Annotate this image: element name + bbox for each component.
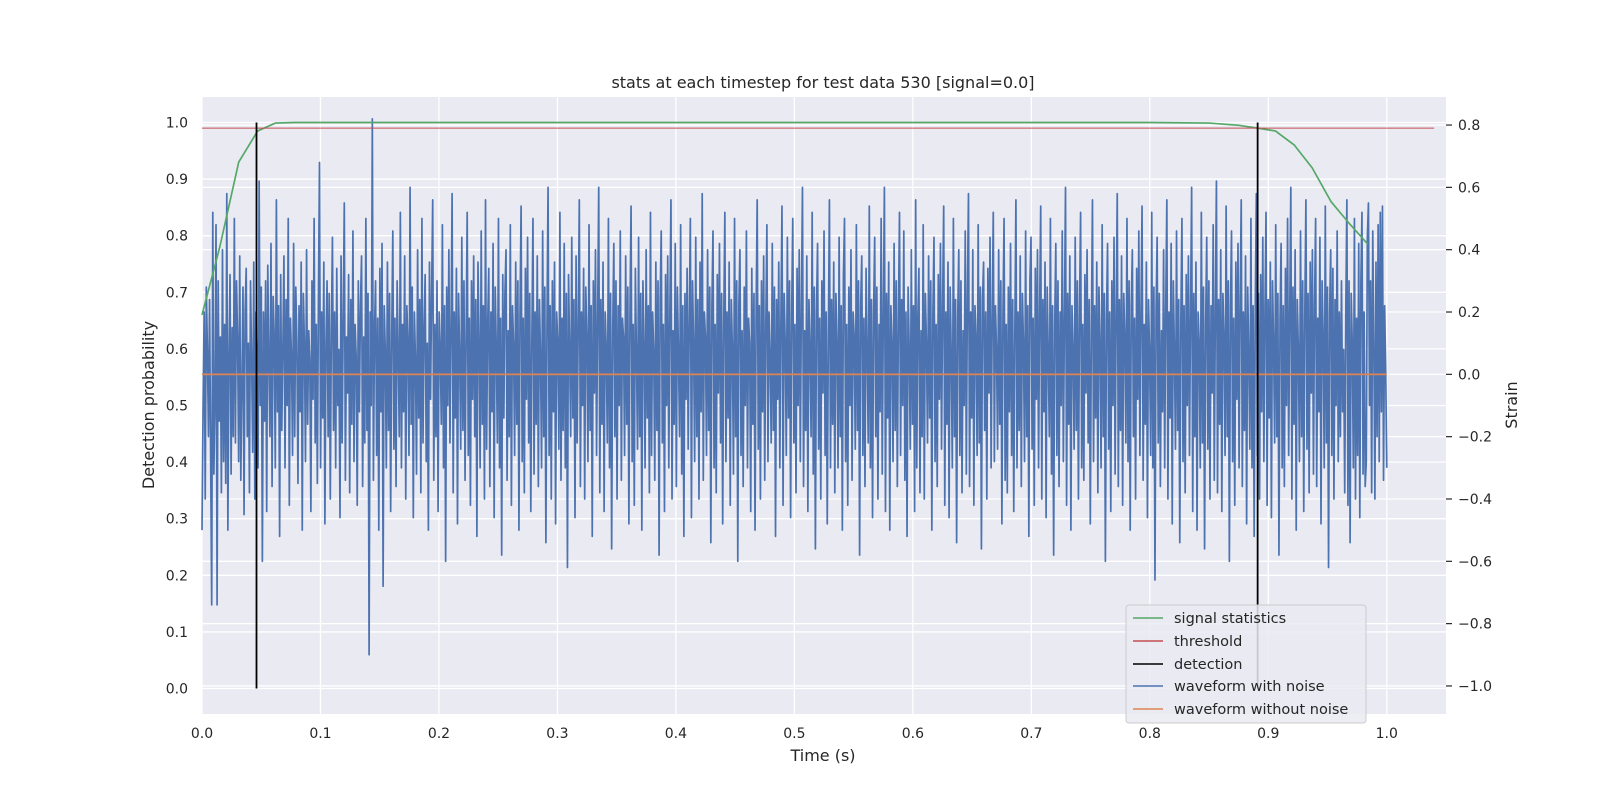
legend-label-waveform-without-noise: waveform without noise: [1174, 702, 1348, 718]
legend-label-signal-statistics: signal statistics: [1174, 611, 1286, 627]
waveform-with-noise-line: [201, 117, 1388, 656]
y-tick-label-right: 0.8: [1458, 118, 1480, 134]
x-tick-label: 0.4: [665, 726, 687, 742]
y-axis-label-left: Detection probability: [139, 321, 158, 489]
y-tick-label-left: 0.5: [166, 399, 188, 415]
y-tick-label-left: 0.8: [166, 229, 188, 245]
chart-title: stats at each timestep for test data 530…: [611, 73, 1034, 92]
y-tick-label-left: 0.2: [166, 568, 188, 584]
y-tick-label-left: 0.7: [166, 285, 188, 301]
x-tick-label: 0.7: [1020, 726, 1042, 742]
y-tick-label-right: −0.2: [1458, 430, 1492, 446]
y-tick-label-right: −0.6: [1458, 554, 1492, 570]
x-tick-label: 0.0: [191, 726, 213, 742]
y-tick-label-left: 0.4: [166, 455, 188, 471]
signal-statistics-line: [201, 121, 1369, 316]
legend-label-threshold: threshold: [1174, 634, 1242, 650]
y-tick-label-right: −0.8: [1458, 617, 1492, 633]
y-tick-label-right: 0.4: [1458, 243, 1480, 259]
y-tick-label-right: 0.2: [1458, 305, 1480, 321]
legend-label-detection: detection: [1174, 657, 1242, 673]
y-tick-label-left: 0.1: [166, 625, 188, 641]
x-tick-label: 1.0: [1376, 726, 1398, 742]
x-tick-label: 0.1: [309, 726, 331, 742]
x-tick-label: 0.2: [428, 726, 450, 742]
y-tick-label-right: −0.4: [1458, 492, 1492, 508]
y-tick-label-right: 0.6: [1458, 180, 1480, 196]
y-tick-label-right: 0.0: [1458, 367, 1480, 383]
legend: signal statistics threshold detection wa…: [1125, 604, 1367, 724]
x-axis-label: Time (s): [789, 746, 855, 765]
x-tick-label: 0.3: [546, 726, 568, 742]
x-tick-label: 0.8: [1139, 726, 1161, 742]
y-tick-label-left: 0.9: [166, 172, 188, 188]
y-tick-label-left: 1.0: [166, 115, 188, 131]
y-tick-label-left: 0.3: [166, 512, 188, 528]
x-tick-label: 0.6: [902, 726, 924, 742]
x-tick-label: 0.5: [783, 726, 805, 742]
y-tick-label-left: 0.6: [166, 342, 188, 358]
y-tick-label-left: 0.0: [166, 682, 188, 698]
legend-box: [1125, 604, 1367, 724]
y-axis-label-right: Strain: [1502, 381, 1521, 428]
series-layer: [201, 117, 1435, 689]
legend-label-waveform-with-noise: waveform with noise: [1174, 679, 1325, 695]
x-tick-label: 0.9: [1257, 726, 1279, 742]
y-tick-label-right: −1.0: [1458, 679, 1492, 695]
axes: 0.0 0.1 0.2 0.3 0.4 0.5 0.6 0.7 0.8 0.9 1.0 0.0 0.1 0…: [166, 115, 1492, 742]
